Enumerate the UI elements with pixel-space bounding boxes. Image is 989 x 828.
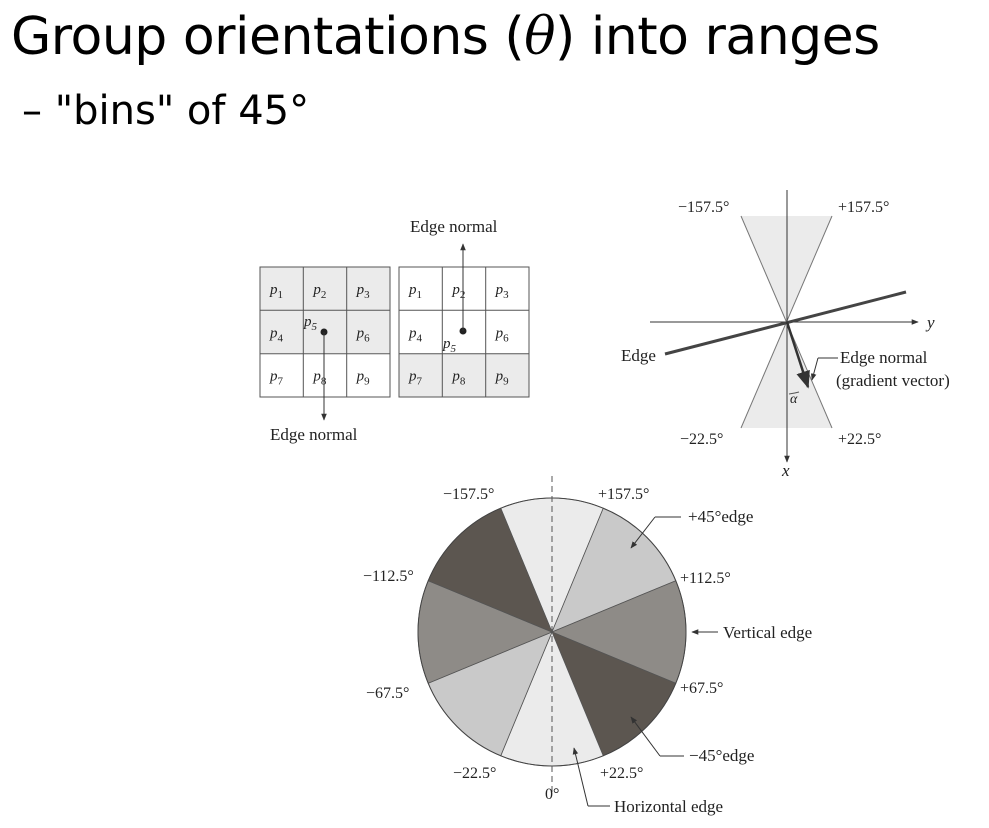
alpha-label: α (790, 392, 798, 407)
axes-label-tr: +157.5° (838, 199, 889, 216)
slide-title: Group orientations (θ) into ranges (11, 7, 880, 67)
left-grid-cell-3: p3 (356, 282, 371, 301)
axes-label-br: +22.5° (838, 431, 881, 448)
plus45-edge-label: +45°edge (688, 507, 753, 526)
wheel-label-zero: 0° (545, 786, 559, 803)
y-axis-label: y (925, 313, 935, 332)
wheel-label-top-left: −157.5° (443, 486, 494, 503)
right-grid-cell-7: p7 (408, 369, 423, 388)
plus45-callout-arrow (630, 516, 656, 549)
left-grid-cell-4: p4 (269, 325, 284, 344)
vertical-edge-label: Vertical edge (723, 623, 812, 642)
normal-callout-arrow (810, 357, 819, 381)
bullet-text: "bins" of 45° (54, 88, 310, 134)
title-post: ) into ranges (555, 7, 880, 67)
minus45-callout-arrow (630, 716, 661, 757)
axes-label-bl: −22.5° (680, 431, 723, 448)
gradient-vector-arrow (785, 321, 810, 389)
horizontal-edge-label: Horizontal edge (614, 797, 723, 816)
left-grid-cell-1: p1 (269, 282, 283, 301)
wheel-label-lower-left: −67.5° (366, 685, 409, 702)
wheel-label-top-right: +157.5° (598, 486, 649, 503)
right-grid-cell-4: p4 (408, 325, 423, 344)
wheel-label-bottom-left: −22.5° (453, 765, 496, 782)
right-normal-label: Edge normal (410, 217, 498, 236)
edge-normal-axes: −157.5° +157.5° −22.5° +22.5° Edge Edge … (621, 190, 950, 480)
orientation-wheel: −157.5° +157.5° −112.5° +112.5° −67.5° +… (363, 476, 812, 816)
bullet-dash: – (22, 88, 42, 134)
left-grid-cell-7: p7 (269, 369, 284, 388)
right-pixel-grid: p1p2p3p4p6p7p8p9 p5 Edge normal (398, 217, 530, 398)
horizontal-callout-arrow (572, 747, 589, 807)
edge-line (664, 290, 907, 356)
title-pre: Group orientations ( (11, 7, 525, 67)
left-grid-cell-9: p9 (356, 369, 371, 388)
right-grid-cell-3: p3 (495, 282, 510, 301)
wheel-sectors (417, 497, 687, 767)
theta-symbol: θ (524, 7, 556, 67)
edge-label: Edge (621, 346, 656, 365)
wheel-label-bottom-right: +22.5° (600, 765, 643, 782)
gradient-vector-label: (gradient vector) (836, 371, 950, 390)
left-center-label: p5 (303, 314, 318, 333)
wheel-label-lower-right: +67.5° (680, 680, 723, 697)
left-pixel-grid: p1p2p3p4p6p7p8p9 p5 Edge normal (259, 266, 391, 444)
right-grid-cell-9: p9 (495, 369, 510, 388)
x-axis-label: x (781, 461, 790, 480)
axes-label-tl: −157.5° (678, 199, 729, 216)
left-normal-label: Edge normal (270, 425, 358, 444)
wheel-label-upper-left: −112.5° (363, 568, 414, 585)
right-grid-cell-1: p1 (408, 282, 422, 301)
left-grid-cell-6: p6 (356, 325, 371, 344)
right-center-label: p5 (442, 336, 457, 355)
minus45-edge-label: −45°edge (689, 746, 754, 765)
slide-bullet: – "bins" of 45° (22, 88, 309, 134)
wheel-label-upper-right: +112.5° (680, 570, 731, 587)
right-grid-cell-8: p8 (451, 369, 466, 388)
edge-normal-label: Edge normal (840, 348, 928, 367)
right-grid-cell-6: p6 (495, 325, 510, 344)
alpha-arc (788, 391, 800, 395)
left-grid-cell-2: p2 (312, 282, 326, 301)
